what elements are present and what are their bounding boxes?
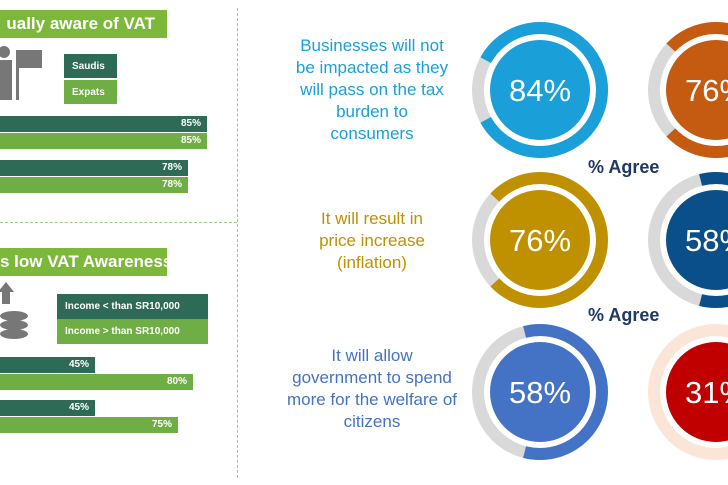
income-coins-icon — [0, 282, 28, 339]
statement-line: more for the welfare of — [286, 390, 458, 409]
ring-center — [490, 342, 590, 442]
bar-income-high: 75% — [0, 417, 178, 434]
ring-track — [648, 324, 728, 460]
legend-income-low: Income < than SR10,000 — [57, 294, 208, 319]
ring-value: 76% — [509, 223, 571, 258]
ring-value: 31% — [685, 375, 728, 410]
statement-line: burden to — [336, 102, 408, 121]
ring-value: 76% — [685, 73, 728, 108]
statement-line: be impacted as they — [295, 58, 449, 77]
section1-title: ually aware of VAT — [0, 10, 167, 38]
statement-line: Businesses will not — [300, 36, 444, 55]
statement-line: government to spend — [292, 368, 452, 387]
bar-saudis: 85% — [0, 116, 207, 133]
ring-center — [490, 40, 590, 140]
bar-expats: 85% — [0, 133, 207, 150]
statement-line: will pass on the tax — [300, 80, 444, 99]
ring-value: 58% — [685, 223, 728, 258]
agree-ring: 84% — [472, 22, 608, 158]
ring-value: 84% — [509, 73, 571, 108]
ring-arc — [480, 22, 608, 158]
statement-line: citizens — [343, 412, 401, 431]
legend-expats: Expats — [64, 80, 117, 104]
statement-line: It will allow — [331, 346, 413, 365]
ring-arc — [666, 22, 728, 158]
agree-ring: 31% — [648, 324, 728, 460]
agree-ring: 76% — [648, 22, 728, 158]
ring-value: 58% — [509, 375, 571, 410]
legend-income-high: Income > than SR10,000 — [57, 319, 208, 344]
bar-income-low: 45% — [0, 357, 95, 374]
ring-center — [666, 40, 728, 140]
agree-label: % Agree — [588, 305, 660, 325]
agree-ring: 76% — [472, 172, 608, 308]
bar-income-low: 45% — [0, 400, 95, 417]
ring-center — [490, 190, 590, 290]
agree-ring: 58% — [648, 172, 728, 308]
section2-title: s low VAT Awareness — [0, 248, 167, 276]
statement-businesses: Businesses will not be impacted as they wi… — [272, 35, 472, 145]
bar-income-high: 80% — [0, 374, 193, 391]
ring-arc — [490, 172, 608, 308]
legend-saudis: Saudis — [64, 54, 117, 78]
statement-line: consumers — [330, 124, 414, 143]
ring-arc — [523, 324, 608, 460]
horizontal-divider — [0, 222, 237, 223]
statement-line: It will result in — [320, 209, 424, 228]
statement-price-increase: It will result in price increase (inflatio… — [272, 208, 472, 274]
ring-center — [666, 342, 728, 442]
person-with-sign-icon — [0, 46, 42, 100]
bar-saudis: 78% — [0, 160, 188, 177]
statement-line: (inflation) — [337, 253, 407, 272]
vertical-divider — [237, 8, 238, 478]
agree-label: % Agree — [588, 157, 660, 177]
agree-ring: 58% — [472, 324, 608, 460]
bar-expats: 78% — [0, 177, 188, 194]
statement-welfare: It will allow government to spend more for… — [272, 345, 472, 433]
statement-line: price increase — [319, 231, 425, 250]
ring-center — [666, 190, 728, 290]
